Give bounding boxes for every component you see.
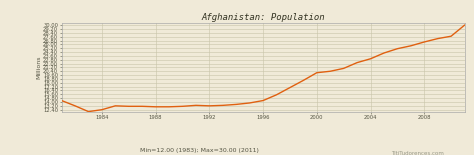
Title: Afghanistan: Population: Afghanistan: Population: [201, 13, 325, 22]
Y-axis label: Millions: Millions: [36, 56, 42, 79]
Text: Min=12.00 (1983); Max=30.00 (2011): Min=12.00 (1983); Max=30.00 (2011): [140, 148, 258, 153]
Text: TitiTudorences.com: TitiTudorences.com: [391, 151, 444, 155]
